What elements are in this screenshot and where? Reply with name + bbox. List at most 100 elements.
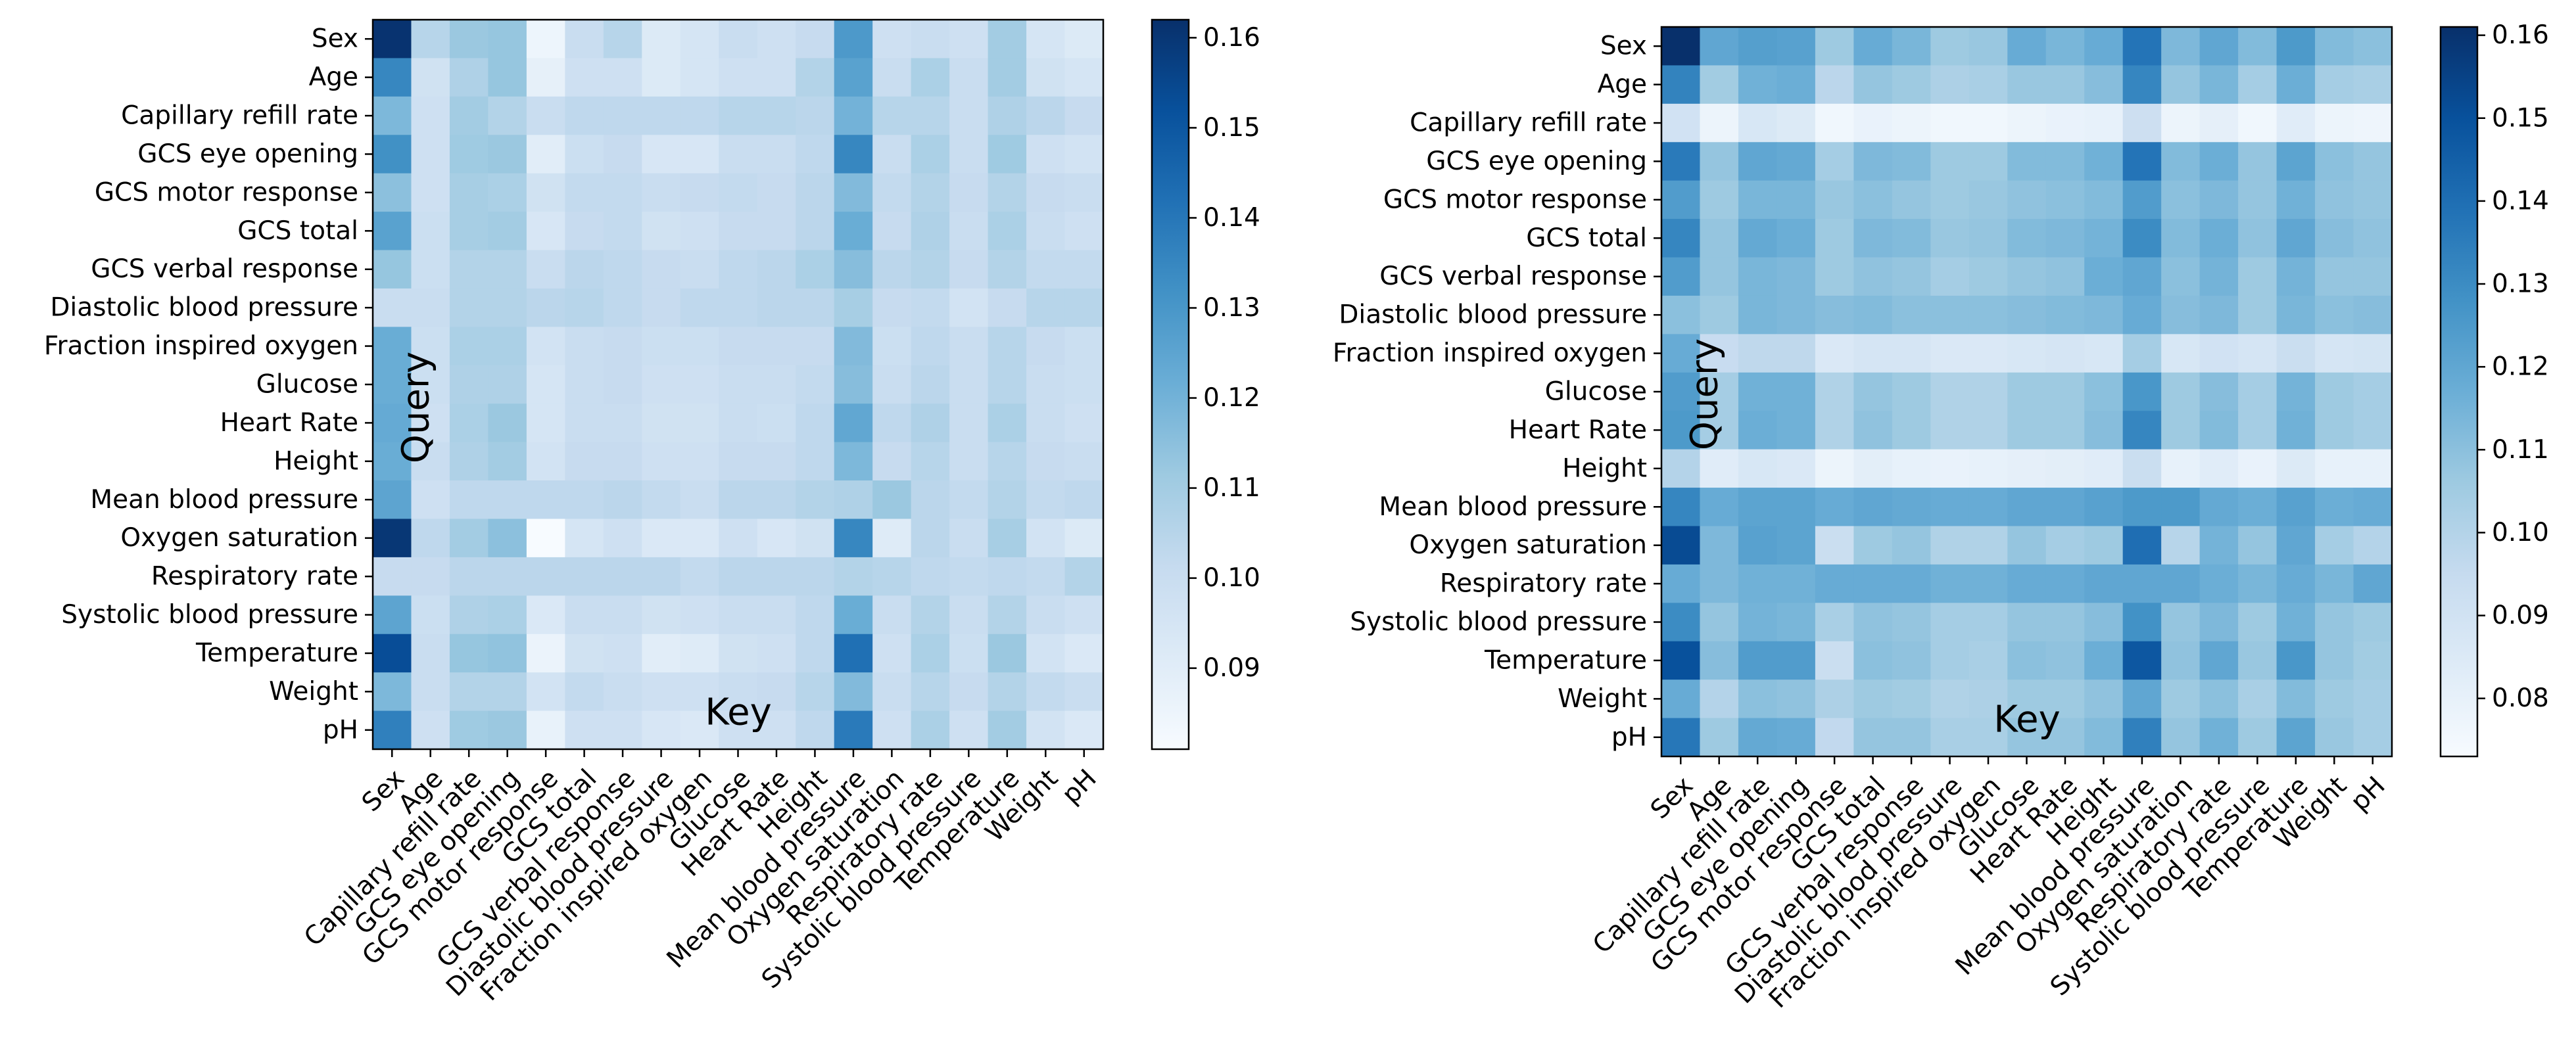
heatmap-cell [757,173,796,212]
heatmap-cell [1930,257,1970,296]
heatmap-cell [1853,411,1893,450]
heatmap-cell [2199,564,2239,603]
heatmap-cell [2045,103,2085,143]
y-tick-label: GCS motor response [95,177,358,207]
heatmap-cell [1968,449,2008,488]
heatmap-cell [2238,103,2278,143]
heatmap-cell [1892,103,1931,143]
heatmap-cell [526,404,565,443]
heatmap-cell [719,250,758,289]
heatmap-cell [757,672,796,712]
heatmap-cell [872,250,912,289]
heatmap-cell [2084,103,2124,143]
heatmap-cell [719,710,758,750]
heatmap-cell [2045,219,2085,258]
heatmap-cell [411,442,450,481]
heatmap-cell [2045,718,2085,757]
heatmap-cell [2161,180,2201,220]
heatmap-cell [488,634,527,673]
heatmap-cell [2084,257,2124,296]
heatmap-cell [1738,27,1778,66]
heatmap-cell [1661,718,1701,757]
heatmap-cell [1064,442,1104,481]
heatmap-cell [1930,449,1970,488]
heatmap-cell [2122,488,2162,527]
heatmap-cell [2007,603,2047,642]
heatmap-cell [1738,257,1778,296]
heatmap-cell [911,480,950,520]
heatmap-cell [2007,65,2047,104]
heatmap-cell [796,250,835,289]
heatmap-cell [488,710,527,750]
heatmap-cell [680,20,719,59]
heatmap-cell [834,173,873,212]
heatmap-cell [757,212,796,251]
heatmap-cell [411,480,450,520]
heatmap-cell [1968,641,2008,680]
heatmap-cell [642,365,681,404]
heatmap-cell [1815,180,1854,220]
heatmap-cell [526,96,565,135]
heatmap-cell [1064,595,1104,635]
heatmap-cell [2353,488,2393,527]
heatmap-cell [373,480,412,520]
heatmap-cell [488,288,527,327]
heatmap-cell [757,135,796,174]
heatmap-cell [1968,411,2008,450]
heatmap-cell [2161,641,2201,680]
heatmap-cell [949,173,989,212]
heatmap-cell [2199,526,2239,565]
heatmap-cell [2007,142,2047,181]
heatmap-cell [1853,603,1893,642]
heatmap-cell [526,135,565,174]
heatmap-cell [757,96,796,135]
heatmap-cell [834,58,873,97]
heatmap-cell [2199,603,2239,642]
colorbar-tick-label: 0.08 [2492,683,2549,713]
heatmap-cell [373,135,412,174]
y-tick-label: Oxygen saturation [1409,530,1647,560]
heatmap-cell [2199,142,2239,181]
heatmap-cell [2122,142,2162,181]
heatmap-cell [1892,603,1931,642]
heatmap-cell [1064,173,1104,212]
heatmap-cell [2238,641,2278,680]
heatmap-cell [2122,103,2162,143]
y-tick-label: Weight [269,677,358,706]
heatmap-cell [1892,680,1931,719]
heatmap-cell [1777,411,1816,450]
heatmap-cell [2199,257,2239,296]
heatmap-cell [1026,58,1066,97]
heatmap-cell [1026,442,1066,481]
heatmap-cell [1661,526,1701,565]
heatmap-cell [1968,180,2008,220]
heatmap-cell [449,327,489,366]
heatmap-cell [911,173,950,212]
heatmap-cell [680,480,719,520]
heatmap-cell [1968,27,2008,66]
heatmap-cell [2353,334,2393,373]
heatmap-cell [834,404,873,443]
heatmap-cell [488,404,527,443]
heatmap-cell [2238,680,2278,719]
heatmap-cell [2315,257,2354,296]
heatmap-cell [2161,488,2201,527]
heatmap-cell [2315,219,2354,258]
heatmap-cell [2084,603,2124,642]
heatmap-cell [565,58,604,97]
heatmap-cell [1968,526,2008,565]
heatmap-cell [2199,180,2239,220]
heatmap-cell [1853,449,1893,488]
heatmap-cell [642,20,681,59]
heatmap-cell [719,557,758,596]
heatmap-cell [1700,718,1739,757]
heatmap-cell [757,327,796,366]
heatmap-cell [1661,103,1701,143]
heatmap-cell [719,519,758,558]
y-tick-label: Heart Rate [220,408,358,438]
heatmap-cell [2276,219,2316,258]
heatmap-cell [1968,142,2008,181]
heatmap-cell [2353,65,2393,104]
heatmap-cell [834,595,873,635]
heatmap-cell [1930,603,1970,642]
